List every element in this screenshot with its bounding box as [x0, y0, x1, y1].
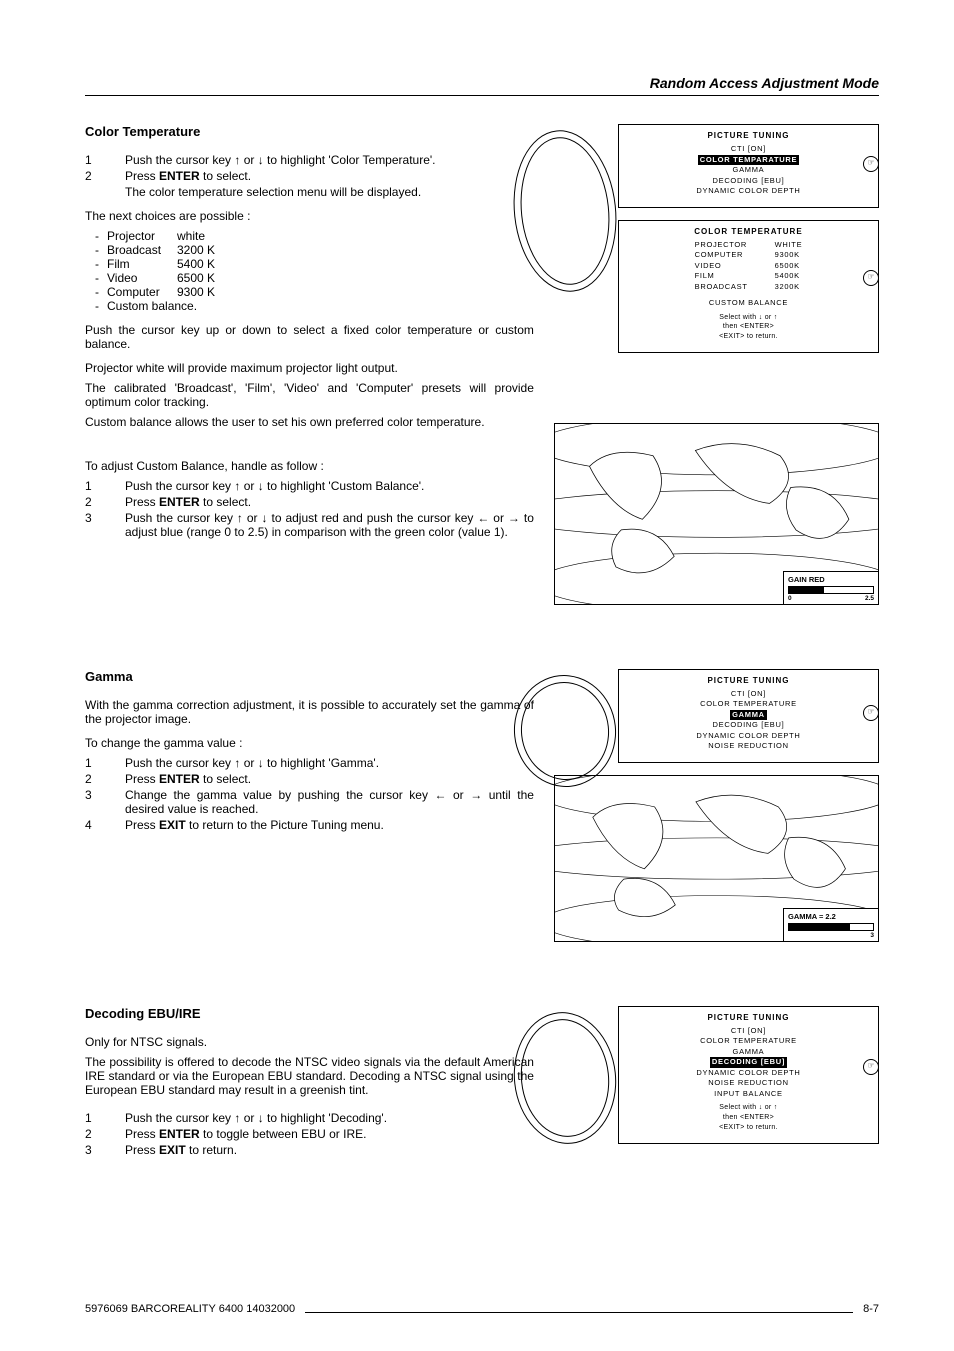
osd-title: PICTURE TUNING — [619, 1007, 878, 1026]
step-subtext: The color temperature selection menu wil… — [125, 185, 534, 199]
step-number: 2 — [85, 772, 125, 786]
hand-icon: ☞ — [863, 705, 879, 721]
gain-label: GAIN RED — [788, 575, 874, 584]
step-text: Change the gamma value by pushing the cu… — [125, 788, 534, 816]
osd-picture-tuning-decoding: PICTURE TUNING CTI [ON] COLOR TEMPERATUR… — [618, 1006, 879, 1144]
step-text: Press ENTER to select. — [125, 495, 534, 509]
section-gamma: Gamma With the gamma correction adjustme… — [85, 669, 879, 956]
text: To adjust Custom Balance, handle as foll… — [85, 459, 534, 473]
osd-body: CTI [ON] COLOR TEMPARATURE GAMMA DECODIN… — [619, 144, 878, 203]
gain-red-inset: GAIN RED 02.5 — [783, 571, 878, 604]
text: With the gamma correction adjustment, it… — [85, 698, 534, 726]
osd-title: PICTURE TUNING — [619, 670, 878, 689]
section-color-temperature: Color Temperature 1Push the cursor key ↑… — [85, 124, 879, 619]
text: The calibrated 'Broadcast', 'Film', 'Vid… — [85, 381, 534, 409]
text: Custom balance allows the user to set hi… — [85, 415, 534, 429]
step-text: Press ENTER to select. — [125, 772, 534, 786]
step-number: 3 — [85, 788, 125, 816]
gamma-label: GAMMA = 2.2 — [788, 912, 874, 921]
step-number: 4 — [85, 818, 125, 832]
gain-bar — [788, 586, 874, 594]
step-number: 1 — [85, 756, 125, 770]
step-number: 2 — [85, 169, 125, 183]
choice-list: -Projectorwhite -Broadcast3200 K -Film54… — [95, 229, 534, 313]
step-number: 1 — [85, 153, 125, 167]
text: Push the cursor key up or down to select… — [85, 323, 534, 351]
step-text: Press EXIT to return to the Picture Tuni… — [125, 818, 534, 832]
step-text: Push the cursor key ↑ or ↓ to highlight … — [125, 1111, 534, 1125]
hand-icon: ☞ — [863, 156, 879, 172]
text: The next choices are possible : — [85, 209, 534, 223]
gamma-bar — [788, 923, 874, 931]
page-header: Random Access Adjustment Mode — [85, 75, 879, 96]
heading-color-temperature: Color Temperature — [85, 124, 534, 139]
hand-icon: ☞ — [863, 1059, 879, 1075]
osd-picture-tuning-gamma: PICTURE TUNING CTI [ON] COLOR TEMPERATUR… — [618, 669, 879, 763]
world-map-gain-red: GAIN RED 02.5 — [554, 423, 879, 605]
step-text: Push the cursor key ↑ or ↓ to highlight … — [125, 153, 534, 167]
step-number: 1 — [85, 479, 125, 493]
step-number: 2 — [85, 1127, 125, 1141]
osd-color-temperature: COLOR TEMPERATURE PROJECTORWHITE COMPUTE… — [618, 220, 879, 353]
text: Only for NTSC signals. — [85, 1035, 534, 1049]
text: To change the gamma value : — [85, 736, 534, 750]
step-number: 3 — [85, 1143, 125, 1157]
text: Projector white will provide maximum pro… — [85, 361, 534, 375]
hand-icon: ☞ — [863, 270, 879, 286]
osd-body: CTI [ON] COLOR TEMPERATURE GAMMA DECODIN… — [619, 1026, 878, 1139]
osd-body: CTI [ON] COLOR TEMPERATURE GAMMA DECODIN… — [619, 689, 878, 758]
osd-title: COLOR TEMPERATURE — [619, 221, 878, 240]
footer-left: 5976069 BARCOREALITY 6400 14032000 — [85, 1303, 295, 1315]
step-number: 1 — [85, 1111, 125, 1125]
text: The possibility is offered to decode the… — [85, 1055, 534, 1097]
gamma-inset: GAMMA = 2.2 3 — [783, 908, 878, 941]
heading-decoding: Decoding EBU/IRE — [85, 1006, 534, 1021]
osd-title: PICTURE TUNING — [619, 125, 878, 144]
osd-body: PROJECTORWHITE COMPUTER9300K VIDEO6500K … — [619, 240, 878, 348]
step-number: 2 — [85, 495, 125, 509]
footer-right: 8-7 — [863, 1303, 879, 1315]
world-map-gamma: GAMMA = 2.2 3 — [554, 775, 879, 942]
step-text: Press ENTER to toggle between EBU or IRE… — [125, 1127, 534, 1141]
section-decoding: Decoding EBU/IRE Only for NTSC signals. … — [85, 1006, 879, 1159]
step-text: Press ENTER to select. — [125, 169, 534, 183]
step-text: Press EXIT to return. — [125, 1143, 534, 1157]
step-number: 3 — [85, 511, 125, 539]
heading-gamma: Gamma — [85, 669, 534, 684]
step-text: Push the cursor key ↑ or ↓ to adjust red… — [125, 511, 534, 539]
page-footer: 5976069 BARCOREALITY 6400 14032000 8-7 — [85, 1303, 879, 1315]
step-text: Push the cursor key ↑ or ↓ to highlight … — [125, 479, 534, 493]
step-text: Push the cursor key ↑ or ↓ to highlight … — [125, 756, 534, 770]
osd-picture-tuning: PICTURE TUNING CTI [ON] COLOR TEMPARATUR… — [618, 124, 879, 208]
